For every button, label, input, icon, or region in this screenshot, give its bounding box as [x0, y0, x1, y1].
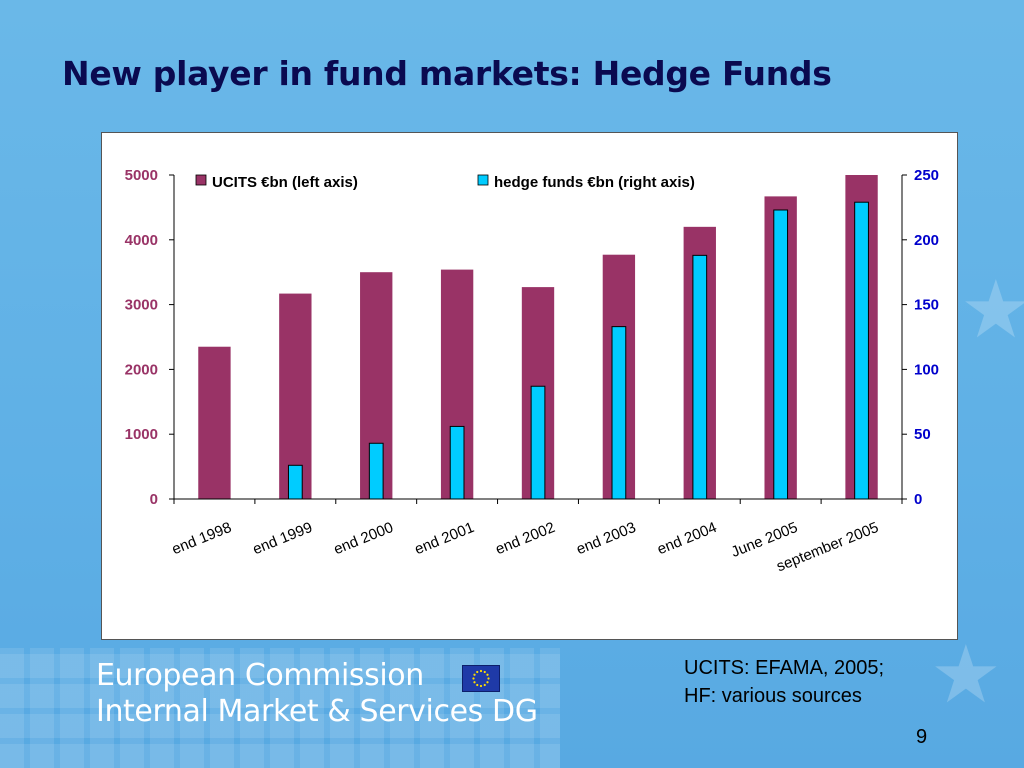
left-axis-tick-label: 3000 [125, 297, 158, 314]
left-axis-tick-label: 0 [150, 491, 158, 508]
source-line-ucits: UCITS: EFAMA, 2005; [684, 657, 885, 679]
decorative-star-icon: ★ [960, 265, 1024, 354]
source-note: UCITS: EFAMA, 2005; HF: various sources [684, 654, 884, 710]
x-axis-category-label: end 2003 [574, 519, 638, 558]
right-axis-tick-label: 0 [914, 491, 922, 508]
right-axis-tick-label: 250 [914, 167, 939, 184]
x-axis-category-label: end 2004 [655, 519, 719, 558]
hedge-fund-bar [449, 425, 465, 500]
x-axis-category-label: end 1998 [170, 519, 234, 558]
legend-swatch [477, 174, 489, 186]
organisation-name: European Commission Internal Market & Se… [96, 658, 538, 730]
page-number: 9 [916, 726, 928, 748]
org-line-2: Internal Market & Services DG [96, 694, 538, 729]
left-axis-tick-label: 1000 [125, 426, 158, 443]
hedge-fund-bar [773, 209, 789, 500]
ucits-bar [279, 293, 312, 499]
hedge-fund-bar [692, 254, 708, 500]
right-axis-tick-label: 150 [914, 297, 939, 314]
legend-label: UCITS €bn (left axis) [212, 174, 358, 191]
hedge-fund-bar [287, 464, 303, 500]
org-line-1: European Commission [96, 658, 424, 693]
right-axis-tick-label: 50 [914, 426, 931, 443]
source-line-hf: HF: various sources [684, 685, 862, 707]
chart-panel: 0 1000 2000 3000 4000 5000 0 50 100 150 200 250 end … [101, 132, 958, 640]
combo-bar-chart: 0 1000 2000 3000 4000 5000 0 50 100 150 200 250 end … [125, 167, 939, 575]
x-axis-category-label: end 1999 [250, 519, 314, 558]
x-axis-category-label: end 2000 [331, 519, 395, 558]
right-axis-tick-label: 200 [914, 232, 939, 249]
right-axis-tick-label: 100 [914, 361, 939, 378]
legend-label: hedge funds €bn (right axis) [494, 174, 695, 191]
left-axis-tick-label: 2000 [125, 361, 158, 378]
x-axis-category-label: end 2001 [412, 519, 476, 558]
decorative-star-icon: ★ [930, 630, 1002, 719]
hedge-fund-bar [854, 201, 869, 500]
ucits-bar [198, 346, 231, 499]
x-axis-category-label: end 2002 [493, 519, 557, 558]
hedge-fund-bar [368, 442, 384, 500]
hedge-fund-bar [611, 326, 627, 500]
left-axis-tick-label: 5000 [125, 167, 158, 184]
slide-title: New player in fund markets: Hedge Funds [62, 54, 832, 93]
hedge-fund-bar [530, 385, 546, 500]
legend-swatch [195, 174, 207, 186]
eu-flag-icon [462, 665, 500, 692]
left-axis-tick-label: 4000 [125, 232, 158, 249]
